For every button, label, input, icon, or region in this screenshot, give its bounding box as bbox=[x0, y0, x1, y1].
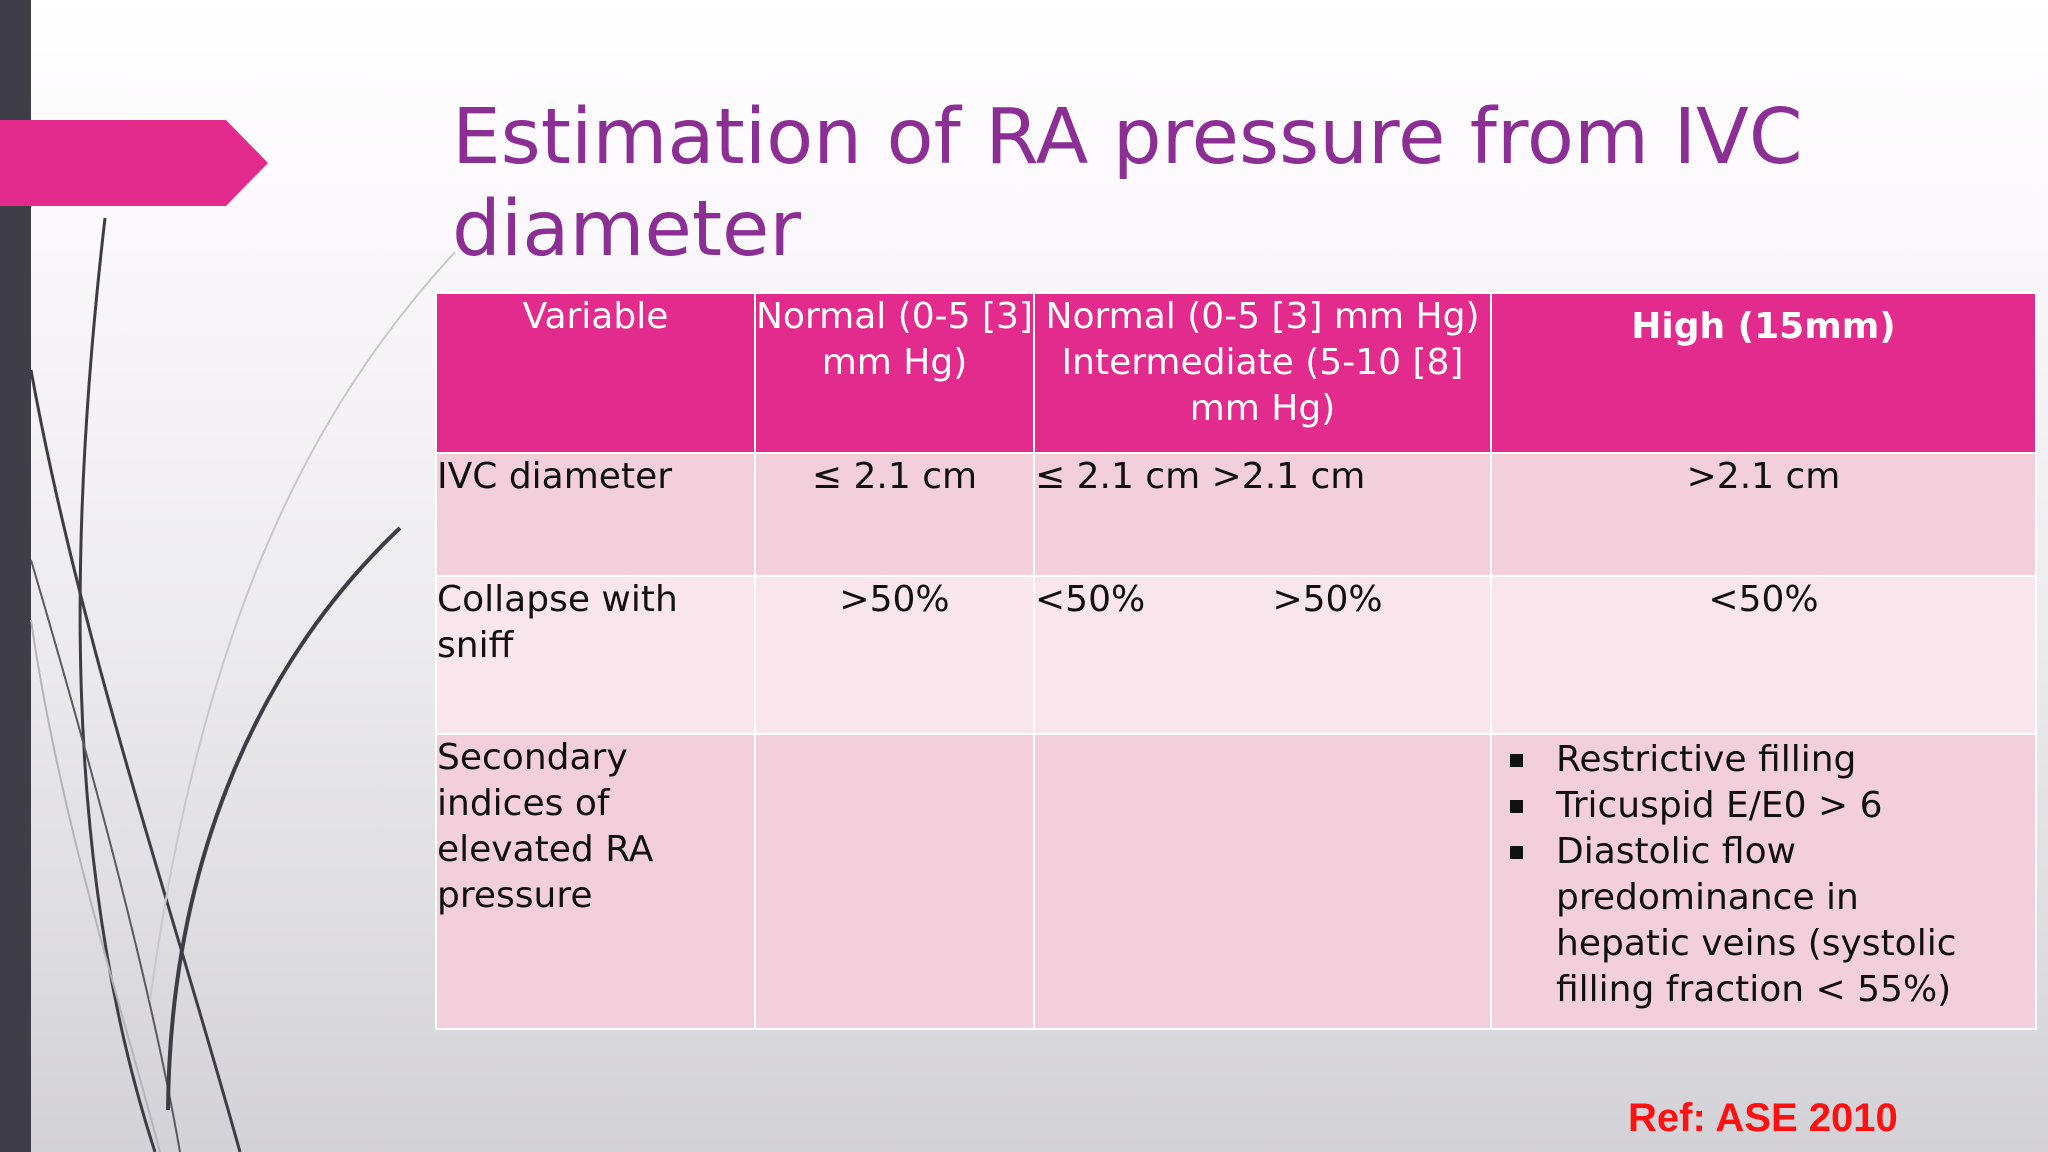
list-item-text: Restrictive filling bbox=[1556, 739, 1857, 780]
cell-intermediate-b: >2.1 cm bbox=[1211, 456, 1366, 497]
list-item-text: Tricuspid E/E0 > 6 bbox=[1556, 785, 1883, 826]
header-variable: Variable bbox=[435, 292, 756, 454]
cell-intermediate-a: <50% bbox=[1035, 579, 1146, 620]
row-label: Collapse with sniff bbox=[435, 575, 756, 735]
cell-normal: ≤ 2.1 cm bbox=[754, 452, 1035, 577]
cell-intermediate: <50% >50% bbox=[1033, 575, 1492, 735]
list-item: Diastolic flow predominance in hepatic v… bbox=[1508, 829, 1995, 1013]
list-item-text: Diastolic flow predominance in hepatic v… bbox=[1556, 831, 1957, 1010]
cell-normal: >50% bbox=[754, 575, 1035, 735]
cell-high: >2.1 cm bbox=[1490, 452, 2037, 577]
cell-normal bbox=[754, 733, 1035, 1030]
header-intermediate: Normal (0-5 [3] mm Hg) Intermediate (5-1… bbox=[1033, 292, 1492, 454]
reference-note: Ref: ASE 2010 bbox=[1628, 1096, 1898, 1140]
table-row: IVC diameter ≤ 2.1 cm ≤ 2.1 cm >2.1 cm >… bbox=[435, 452, 2037, 577]
row-label: Secondary indices of elevated RA pressur… bbox=[435, 733, 756, 1030]
square-bullet-icon bbox=[1510, 846, 1523, 859]
list-item: Restrictive filling bbox=[1508, 737, 1995, 783]
cell-intermediate bbox=[1033, 733, 1492, 1030]
cell-intermediate: ≤ 2.1 cm >2.1 cm bbox=[1033, 452, 1492, 577]
header-high: High (15mm) bbox=[1490, 292, 2037, 454]
square-bullet-icon bbox=[1510, 800, 1523, 813]
cell-intermediate-b: >50% bbox=[1272, 579, 1383, 620]
cell-intermediate-a: ≤ 2.1 cm bbox=[1035, 456, 1201, 497]
cell-high: Restrictive filling Tricuspid E/E0 > 6 D… bbox=[1490, 733, 2037, 1030]
table-row: Collapse with sniff >50% <50% >50% <50% bbox=[435, 575, 2037, 735]
list-item: Tricuspid E/E0 > 6 bbox=[1508, 783, 1995, 829]
header-normal: Normal (0-5 [3] mm Hg) bbox=[754, 292, 1035, 454]
table-row: Secondary indices of elevated RA pressur… bbox=[435, 733, 2037, 1030]
ra-pressure-table: Variable Normal (0-5 [3] mm Hg) Normal (… bbox=[435, 292, 2037, 1030]
row-label: IVC diameter bbox=[435, 452, 756, 577]
slide-title: Estimation of RA pressure from IVC diame… bbox=[452, 93, 1803, 274]
cell-high: <50% bbox=[1490, 575, 2037, 735]
pink-arrow-tab bbox=[0, 120, 268, 206]
secondary-indices-list: Restrictive filling Tricuspid E/E0 > 6 D… bbox=[1492, 735, 2035, 1013]
square-bullet-icon bbox=[1510, 754, 1523, 767]
table-header-row: Variable Normal (0-5 [3] mm Hg) Normal (… bbox=[435, 292, 2037, 454]
